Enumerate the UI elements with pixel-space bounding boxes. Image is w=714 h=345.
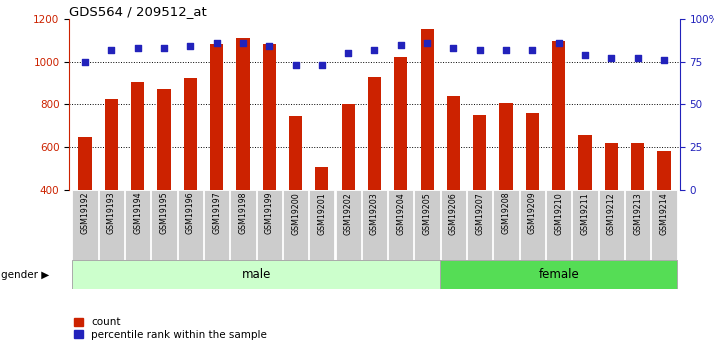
Point: [159, 45, 170, 51]
Point: [632, 56, 643, 61]
Bar: [283, 190, 308, 260]
Point: [658, 57, 670, 63]
Point: [343, 50, 354, 56]
Bar: [573, 190, 598, 260]
Text: GSM19196: GSM19196: [186, 192, 195, 235]
Bar: [447, 96, 460, 190]
Bar: [578, 135, 592, 190]
Bar: [210, 43, 223, 190]
Point: [132, 45, 144, 51]
Bar: [263, 43, 276, 190]
Bar: [336, 190, 361, 260]
Bar: [631, 143, 644, 190]
Bar: [99, 190, 124, 260]
Bar: [394, 57, 408, 190]
Bar: [368, 77, 381, 190]
Bar: [526, 113, 539, 190]
Point: [474, 47, 486, 52]
Bar: [79, 137, 91, 190]
Bar: [605, 143, 618, 190]
Bar: [388, 190, 413, 260]
Text: GSM19200: GSM19200: [291, 192, 300, 235]
Point: [263, 43, 275, 49]
Text: GSM19206: GSM19206: [449, 192, 458, 235]
Point: [605, 56, 617, 61]
Bar: [72, 260, 441, 289]
Point: [368, 47, 380, 52]
Bar: [72, 190, 98, 260]
Bar: [204, 190, 229, 260]
Bar: [598, 190, 624, 260]
Bar: [125, 190, 151, 260]
Bar: [157, 89, 171, 190]
Point: [211, 40, 222, 46]
Text: GSM19195: GSM19195: [159, 192, 169, 235]
Bar: [183, 78, 197, 190]
Bar: [552, 41, 565, 190]
Text: GSM19212: GSM19212: [607, 192, 615, 235]
Point: [448, 45, 459, 51]
Bar: [546, 190, 571, 260]
Text: GSM19208: GSM19208: [501, 192, 511, 235]
Point: [527, 47, 538, 52]
Bar: [151, 190, 176, 260]
Text: GSM19199: GSM19199: [265, 192, 273, 234]
Bar: [467, 190, 493, 260]
Bar: [316, 167, 328, 190]
Text: GSM19197: GSM19197: [212, 192, 221, 235]
Bar: [362, 190, 387, 260]
Text: GSM19213: GSM19213: [633, 192, 642, 235]
Text: GDS564 / 209512_at: GDS564 / 209512_at: [69, 5, 207, 18]
Text: GSM19207: GSM19207: [476, 192, 484, 235]
Bar: [658, 151, 670, 190]
Bar: [473, 115, 486, 190]
Bar: [500, 103, 513, 190]
Point: [79, 59, 91, 65]
Point: [501, 47, 512, 52]
Bar: [493, 190, 518, 260]
Bar: [415, 190, 440, 260]
Text: gender ▶: gender ▶: [1, 270, 50, 279]
Point: [579, 52, 590, 58]
Text: GSM19194: GSM19194: [134, 192, 142, 235]
Text: GSM19198: GSM19198: [238, 192, 248, 234]
Bar: [651, 190, 677, 260]
Text: GSM19209: GSM19209: [528, 192, 537, 235]
Text: GSM19204: GSM19204: [396, 192, 406, 235]
Point: [106, 47, 117, 52]
Bar: [625, 190, 650, 260]
Point: [290, 62, 301, 68]
Legend: count, percentile rank within the sample: count, percentile rank within the sample: [74, 317, 267, 340]
Text: GSM19192: GSM19192: [81, 192, 89, 235]
Text: GSM19203: GSM19203: [370, 192, 379, 235]
Bar: [341, 105, 355, 190]
Bar: [178, 190, 203, 260]
Point: [237, 40, 248, 46]
Bar: [131, 82, 144, 190]
Bar: [231, 190, 256, 260]
Point: [421, 40, 433, 46]
Bar: [421, 29, 433, 190]
Text: GSM19202: GSM19202: [343, 192, 353, 235]
Bar: [236, 38, 249, 190]
Text: female: female: [538, 268, 579, 281]
Point: [185, 43, 196, 49]
Point: [395, 42, 406, 47]
Bar: [105, 99, 118, 190]
Point: [316, 62, 328, 68]
Bar: [289, 116, 302, 190]
Bar: [309, 190, 334, 260]
Text: GSM19210: GSM19210: [554, 192, 563, 235]
Text: GSM19201: GSM19201: [317, 192, 326, 235]
Bar: [256, 190, 282, 260]
Bar: [520, 190, 545, 260]
Text: GSM19214: GSM19214: [660, 192, 668, 235]
Text: male: male: [241, 268, 271, 281]
Text: GSM19211: GSM19211: [580, 192, 590, 235]
Bar: [441, 190, 466, 260]
Bar: [441, 260, 677, 289]
Text: GSM19205: GSM19205: [423, 192, 432, 235]
Point: [553, 40, 564, 46]
Text: GSM19193: GSM19193: [107, 192, 116, 235]
